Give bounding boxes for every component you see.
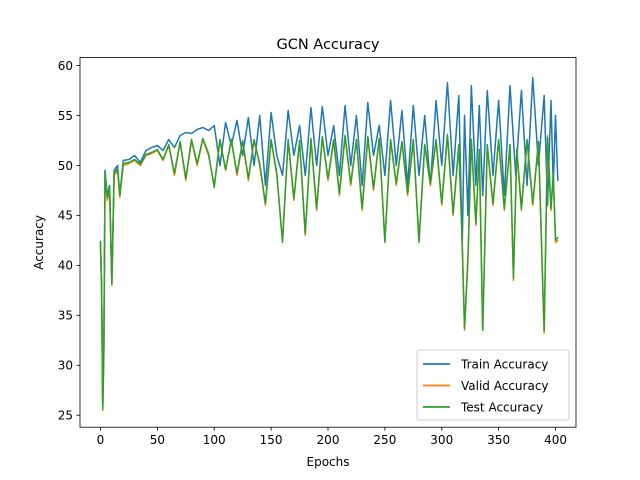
series-layer bbox=[99, 76, 559, 411]
x-tick-label: 250 bbox=[373, 433, 396, 447]
x-tick-label: 350 bbox=[487, 433, 510, 447]
legend-label-train: Train Accuracy bbox=[460, 357, 548, 371]
y-tick-label: 60 bbox=[58, 59, 73, 73]
y-tick-label: 25 bbox=[58, 409, 73, 423]
y-tick-label: 40 bbox=[58, 259, 73, 273]
y-axis-ticks: 25 30 35 40 45 50 55 60 bbox=[58, 59, 80, 423]
y-axis-title: Accuracy bbox=[32, 215, 46, 270]
y-tick-label: 50 bbox=[58, 159, 73, 173]
test-accuracy-series-line bbox=[99, 133, 559, 410]
x-tick-label: 100 bbox=[203, 433, 226, 447]
x-axis-ticks: 0 50 100 150 200 250 300 350 400 bbox=[97, 427, 567, 447]
legend-label-test: Test Accuracy bbox=[460, 400, 543, 414]
train-accuracy-series-line bbox=[99, 76, 559, 410]
y-tick-label: 55 bbox=[58, 109, 73, 123]
legend-label-valid: Valid Accuracy bbox=[461, 379, 549, 393]
x-tick-label: 400 bbox=[544, 433, 567, 447]
legend-box bbox=[416, 349, 570, 421]
legend-items: Train Accuracy Valid Accuracy Test Accurac… bbox=[423, 357, 549, 414]
y-tick-label: 35 bbox=[58, 309, 73, 323]
chart-title: GCN Accuracy bbox=[276, 37, 379, 53]
legend: Train Accuracy Valid Accuracy Test Accurac… bbox=[416, 349, 570, 421]
y-tick-label: 45 bbox=[58, 209, 73, 223]
x-tick-label: 50 bbox=[150, 433, 165, 447]
x-tick-label: 200 bbox=[317, 433, 340, 447]
x-tick-label: 150 bbox=[260, 433, 283, 447]
x-tick-label: 0 bbox=[97, 433, 105, 447]
x-axis-title: Epochs bbox=[307, 455, 350, 469]
y-tick-label: 30 bbox=[58, 359, 73, 373]
x-tick-label: 300 bbox=[430, 433, 453, 447]
